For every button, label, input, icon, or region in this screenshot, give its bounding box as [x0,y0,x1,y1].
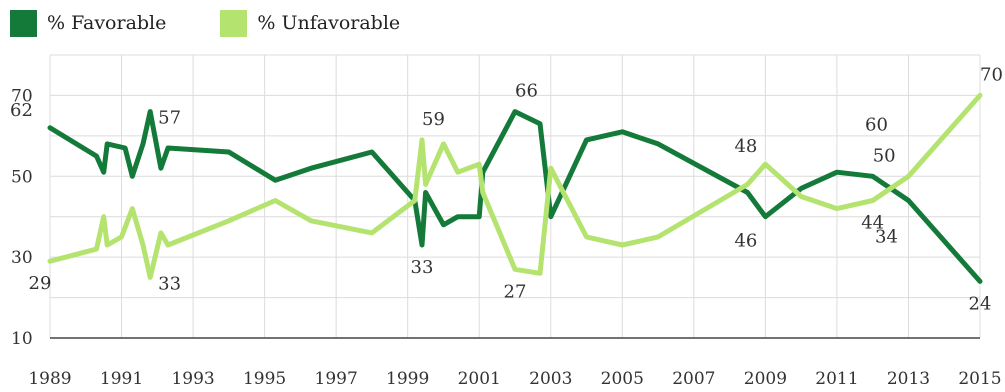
data-label: 70 [980,64,1003,85]
x-tick-label: 2001 [458,369,501,389]
data-label: 59 [422,109,445,130]
series-line-unfavorable [47,92,983,280]
data-label: 33 [158,273,181,294]
series-line-favorable [47,109,983,284]
x-tick-label: 2003 [529,369,572,389]
legend-label-favorable: % Favorable [47,12,167,34]
data-label: 29 [29,273,52,294]
y-tick-label: 30 [11,248,33,268]
x-tick-label: 2009 [744,369,787,389]
x-tick-label: 2007 [672,369,715,389]
x-tick-label: 1997 [315,369,358,389]
x-tick-label: 1993 [171,369,214,389]
x-tick-label: 2015 [958,369,1001,389]
x-tick-label: 1989 [28,369,71,389]
data-label: 34 [875,227,898,248]
x-tick-label: 1999 [386,369,429,389]
legend-swatch-unfavorable [220,9,248,37]
y-tick-label: 50 [11,167,33,187]
data-label: 57 [158,108,181,129]
legend-label-unfavorable: % Unfavorable [257,12,401,34]
series [47,92,983,284]
x-tick-label: 2005 [601,369,644,389]
data-label: 48 [734,136,757,157]
legend-swatch-favorable [10,9,37,37]
x-tick-label: 1991 [100,369,143,389]
x-tick-label: 1995 [243,369,286,389]
data-labels: 62 57 33 66 46 50 34 24 29 33 59 27 48 44 60 70 [10,64,1003,314]
data-label: 27 [504,281,527,302]
y-tick-label: 10 [11,329,33,349]
y-tick-label: 70 [11,86,33,106]
data-label: 24 [969,293,992,314]
legend-item-unfavorable: % Unfavorable [220,9,401,37]
legend-item-favorable: % Favorable [10,9,167,37]
data-label: 60 [865,114,888,135]
x-tick-label: 2013 [887,369,930,389]
chart-legend: % Favorable % Unfavorable [10,8,454,38]
x-tick-label: 2011 [815,369,858,389]
data-label: 44 [861,213,884,234]
data-label: 46 [734,231,757,252]
data-label: 62 [10,100,33,121]
data-label: 50 [873,145,896,166]
axes: 10 30 50 70 1989 1991 1993 1995 1997 1999 2001 2003… [11,86,1002,389]
data-label: 33 [411,257,434,278]
data-label: 66 [515,81,538,102]
